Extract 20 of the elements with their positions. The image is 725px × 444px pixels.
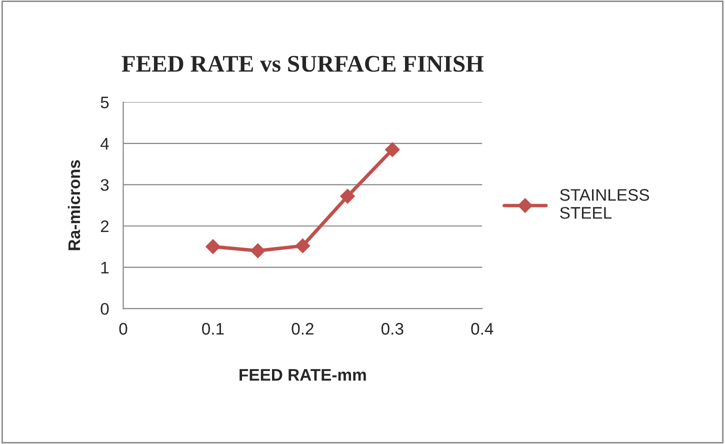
point [250, 243, 266, 258]
point [385, 142, 400, 157]
x-axis-title: FEED RATE-mm [240, 369, 366, 381]
y-tick-label: 1 [101, 262, 109, 274]
y-tick-label: 0 [100, 302, 109, 315]
x-tick-label: 0.1 [202, 322, 224, 335]
y-tick-label: 4 [100, 138, 109, 150]
x-tick-label: 0.4 [471, 322, 494, 335]
y-tick-label: 5 [100, 96, 109, 108]
x-tick-label: 0.3 [381, 322, 404, 335]
y-tick-label: 2 [100, 220, 109, 232]
y-tick-label: 3 [100, 179, 109, 191]
point [340, 188, 355, 204]
point [206, 239, 220, 254]
y-axis-title: Ra-microns [68, 160, 80, 250]
x-tick-label: 0.2 [292, 322, 314, 335]
x-tick-label: 0 [119, 322, 128, 335]
chart-title: FEED RATE vs SURFACE FINISH [122, 56, 484, 72]
legend-label: STAINLESS STEEL [560, 189, 650, 219]
point [295, 238, 310, 254]
